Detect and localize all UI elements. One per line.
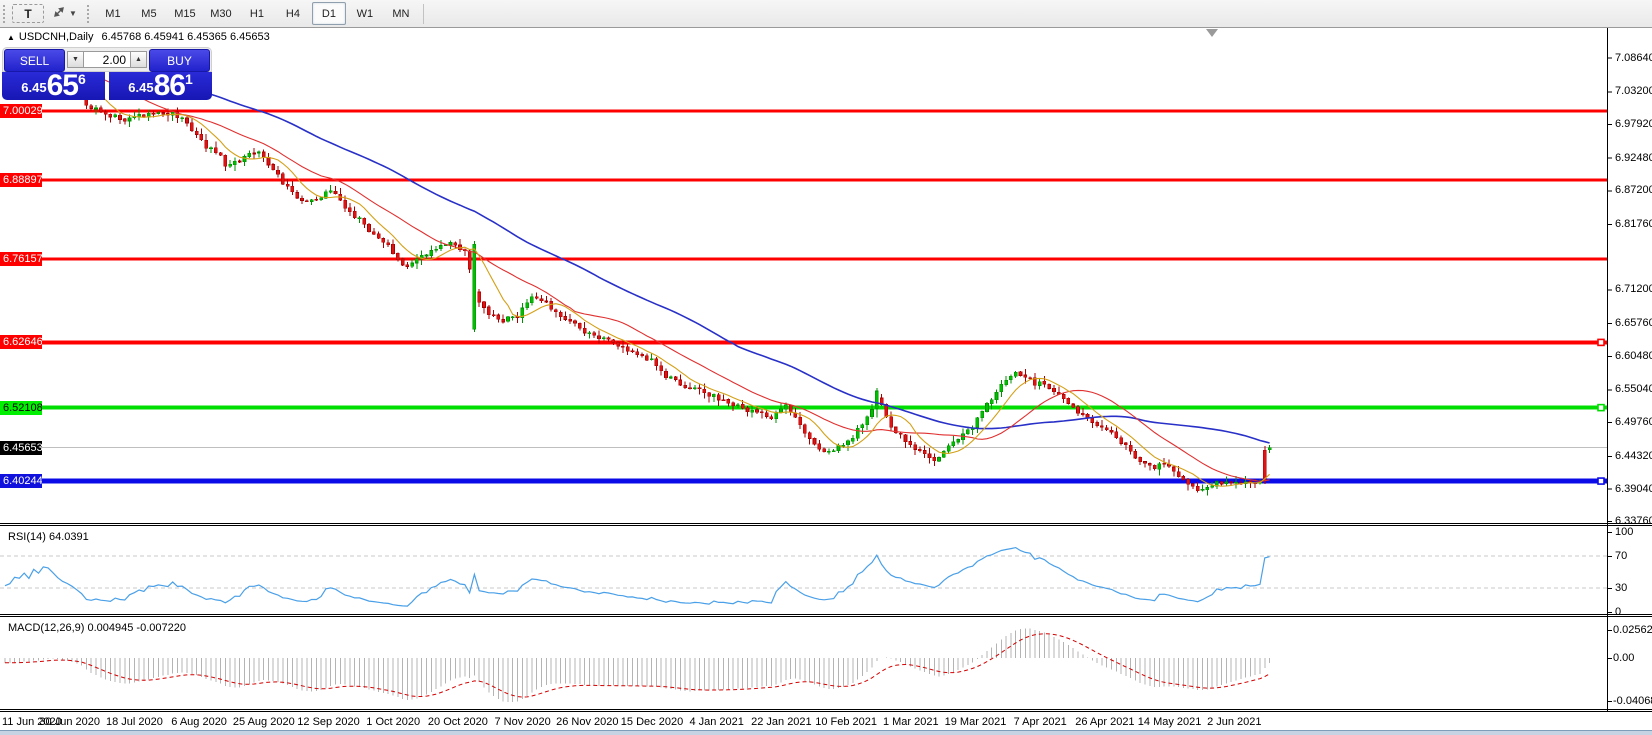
window-bottom-edge <box>0 730 1652 735</box>
current-price-line <box>0 447 1607 449</box>
chart-symbol-period: USDCNH,Daily <box>18 31 94 43</box>
hline-6.62646[interactable] <box>0 340 1607 345</box>
timeframe-button-mn[interactable]: MN <box>392 7 410 20</box>
volume-decrease-button[interactable]: ▼ <box>67 51 84 68</box>
hline-handle[interactable] <box>2 338 10 347</box>
hline-7.00029[interactable] <box>0 109 1607 113</box>
timeframe-button-m1[interactable]: M1 <box>105 7 121 20</box>
buy-price[interactable]: 6.45 86 1 <box>109 69 212 102</box>
chart-title: ▲ USDCNH,Daily 6.45768 6.45941 6.45365 6.4… <box>7 31 270 43</box>
main-chart-pane <box>0 59 1607 496</box>
hline-6.76157[interactable] <box>0 257 1607 261</box>
timeframe-button-d1[interactable]: D1 <box>311 2 346 25</box>
timeframe-button-m30[interactable]: M30 <box>210 7 232 20</box>
macd-pane <box>4 628 1271 702</box>
toolbar-grip <box>3 4 8 23</box>
cursor-tool-button[interactable]: ▼ <box>46 2 83 25</box>
chevron-down-icon: ▼ <box>69 9 77 18</box>
timeframe-button-m15[interactable]: M15 <box>174 7 196 20</box>
toolbar: T ▼ M1 M5 M15 M30 H1 H4 D1 W1 MN <box>0 0 1652 28</box>
buy-button[interactable]: BUY <box>149 49 210 72</box>
volume-stepper: ▼ ▲ <box>66 48 148 71</box>
timeframe-button-h4[interactable]: H4 <box>285 7 300 20</box>
chart-shift-marker-icon[interactable] <box>1206 29 1218 37</box>
sell-button[interactable]: SELL <box>4 49 65 72</box>
sell-price-small: 6.45 <box>21 80 47 95</box>
hline-6.40244[interactable] <box>0 478 1607 484</box>
timeframe-button-h1[interactable]: H1 <box>249 7 264 20</box>
sell-price[interactable]: 6.45 65 6 <box>2 69 105 102</box>
volume-increase-button[interactable]: ▲ <box>130 51 147 68</box>
buy-price-sup: 1 <box>184 71 193 87</box>
timeframe-button-w1[interactable]: W1 <box>356 7 374 20</box>
rsi-pane <box>0 546 1607 607</box>
sell-price-sup: 6 <box>77 71 86 87</box>
toolbar-grip-2 <box>86 4 92 23</box>
hline-handle[interactable] <box>1597 477 1605 485</box>
hline-handle[interactable] <box>2 403 10 412</box>
hline-6.52108[interactable] <box>0 405 1607 410</box>
moving-averages <box>4 59 1270 487</box>
volume-input[interactable] <box>84 51 130 68</box>
timeframe-button-m5[interactable]: M5 <box>141 7 157 20</box>
sell-price-big: 65 <box>46 69 79 102</box>
hline-handle[interactable] <box>1597 338 1605 347</box>
buy-price-small: 6.45 <box>128 80 154 95</box>
trade-panel-price-row: 6.45 65 6 6.45 86 1 <box>2 69 212 102</box>
hline-handle[interactable] <box>2 477 10 485</box>
arrows-tool-icon <box>52 5 66 22</box>
timeframe-group: M1 M5 M15 M30 H1 H4 D1 W1 MN <box>95 2 419 25</box>
collapse-panel-icon[interactable]: ▲ <box>7 33 15 42</box>
trade-panel-top-row: SELL ▼ ▲ BUY <box>2 47 212 72</box>
hline-6.88897[interactable] <box>0 178 1607 182</box>
hline-handle[interactable] <box>1597 403 1605 412</box>
text-tool-button[interactable]: T <box>12 4 44 23</box>
chart-ohlc-values: 6.45768 6.45941 6.45365 6.45653 <box>101 31 270 43</box>
toolbar-separator <box>422 3 424 24</box>
buy-price-big: 86 <box>153 69 186 102</box>
